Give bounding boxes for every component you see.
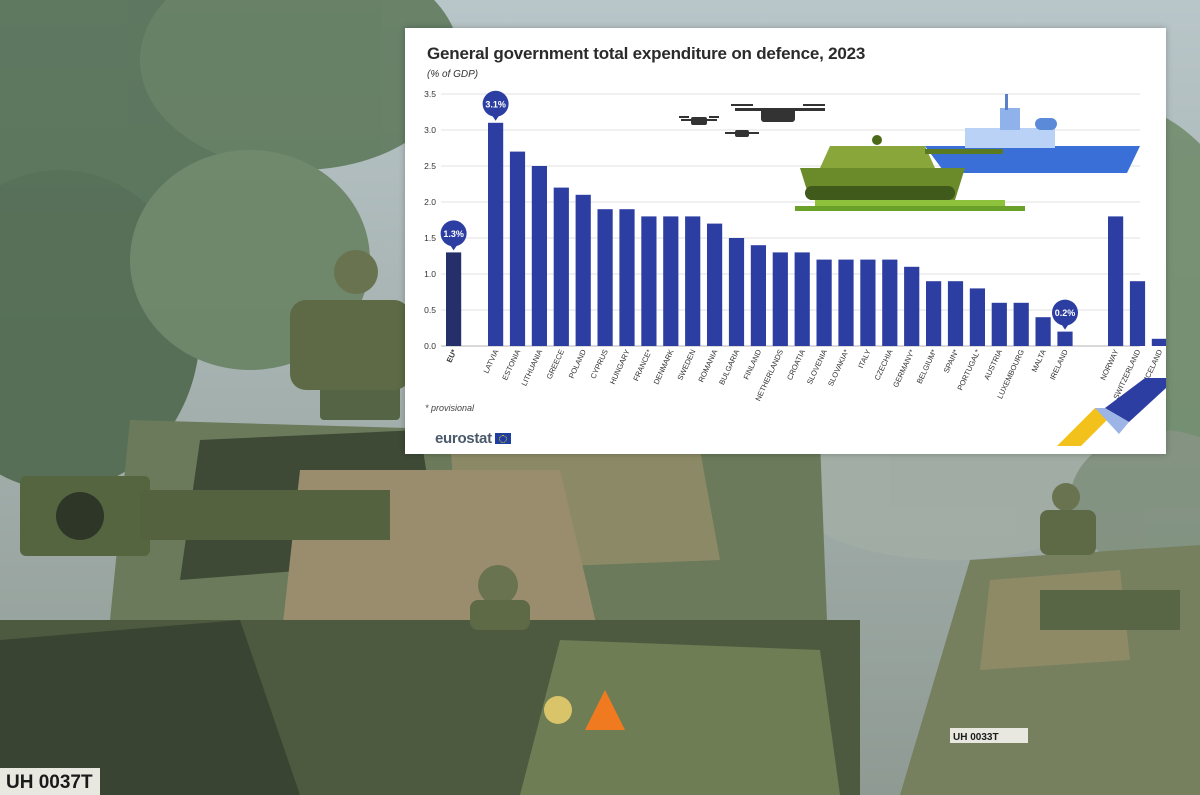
callout-latvia: 3.1% [482,90,509,121]
y-tick-label: 3.0 [424,125,436,135]
bar-malta [1035,317,1051,346]
x-tick-label: SLOVAKIA* [826,348,851,388]
bar-hungary [619,209,635,346]
bar-slovenia [816,259,832,346]
right-vehicle: UH 0033T [900,483,1200,795]
x-tick-label: EU* [445,348,459,364]
x-tick-label: GERMANY* [891,348,916,389]
callout-label: 1.3% [443,229,464,239]
chart-unit-label: (% of GDP) [427,69,479,80]
bar-belgium [926,281,942,346]
bar-slovakia [838,259,854,346]
bar-portugal [969,288,985,346]
bar-poland [575,194,591,346]
y-tick-label: 3.5 [424,89,436,99]
left-vehicle: UH 0037T [0,250,860,795]
x-tick-label: ROMANIA [696,348,719,384]
bar-switzerland [1129,281,1146,346]
y-tick-label: 0.5 [424,305,436,315]
bar-denmark [663,216,679,346]
x-tick-label: CYPRUS [589,348,610,380]
vehicle-plate-right: UH 0033T [953,732,999,743]
bar-latvia [488,122,504,346]
eurostat-logo: eurostat [435,430,511,447]
callout-label: 3.1% [485,99,506,109]
bar-cyprus [597,209,613,346]
y-axis-ticks: 0.0 0.5 1.0 1.5 2.0 2.5 3.0 3.5 [424,89,436,351]
bar-austria [991,302,1007,346]
x-tick-label: DENMARK [652,348,676,386]
y-tick-label: 2.0 [424,197,436,207]
callout-label: 0.2% [1055,308,1076,318]
x-tick-label: SPAIN* [942,348,961,374]
bar-sweden [685,216,701,346]
bar-france [641,216,657,346]
chart-title: General government total expenditure on … [427,44,866,63]
x-tick-label: BELGIUM* [915,348,939,385]
x-tick-label: AUSTRIA [982,348,1004,381]
x-tick-label: BULGARIA [717,348,741,386]
eu-flag-icon [494,433,511,444]
x-tick-label: LATVIA [482,348,501,375]
vehicle-plate-left: UH 0037T [6,772,93,793]
bar-czechia [882,259,898,346]
x-tick-label: FRANCE* [631,348,653,382]
x-tick-label: CROATIA [785,348,807,382]
bar-iceland [1151,338,1166,346]
x-tick-label: CZECHIA [873,348,895,382]
x-tick-label: LITHUANIA [519,348,544,387]
bar-chart: 0.0 0.5 1.0 1.5 2.0 2.5 3.0 3.5 [424,89,1166,446]
x-tick-label: IRELAND [1048,348,1070,382]
callout-ireland: 0.2% [1052,299,1078,330]
x-tick-label: ICELAND [1142,348,1164,382]
bar-luxembourg [1013,302,1029,346]
x-tick-label: SLOVENIA [805,348,829,386]
footnote: * provisional [425,403,475,413]
y-tick-label: 1.5 [424,233,436,243]
x-tick-label: PORTUGAL* [955,348,982,392]
bar-germany [904,266,920,346]
x-tick-label: HUNGARY [608,348,632,386]
bars [446,122,1166,346]
bar-bulgaria [728,238,745,346]
y-tick-label: 0.0 [424,341,436,351]
x-tick-label: SWEDEN [675,348,697,382]
bar-eu [446,252,462,346]
x-tick-label: MALTA [1030,348,1048,373]
bar-estonia [509,151,526,346]
bar-greece [553,187,569,346]
bar-lithuania [531,166,547,346]
x-tick-label: NORWAY [1098,348,1120,382]
x-tick-label: ITALY [856,348,872,370]
tank-icon [795,135,1025,211]
chart-card: General government total expenditure on … [405,28,1166,454]
bar-romania [707,223,723,346]
bar-croatia [794,252,810,346]
warship-icon [925,94,1140,173]
x-tick-label: ESTONIA [500,348,522,382]
bar-norway [1108,216,1124,346]
drone-icon [679,104,825,137]
bar-spain [947,281,964,346]
x-tick-label: POLAND [567,348,588,380]
corner-ribbon [1057,378,1166,446]
y-tick-label: 2.5 [424,161,436,171]
eurostat-wordmark: eurostat [435,430,492,447]
callout-eu: 1.3% [440,220,467,251]
x-tick-label: GREECE [545,348,567,381]
bar-ireland [1057,331,1073,346]
bar-netherlands [772,252,788,346]
x-tick-label: FINLAND [741,348,763,381]
bar-finland [750,245,766,346]
value-callouts: 1.3% 3.1% 0.2% [440,90,1078,330]
bar-italy [860,259,876,346]
y-tick-label: 1.0 [424,269,436,279]
